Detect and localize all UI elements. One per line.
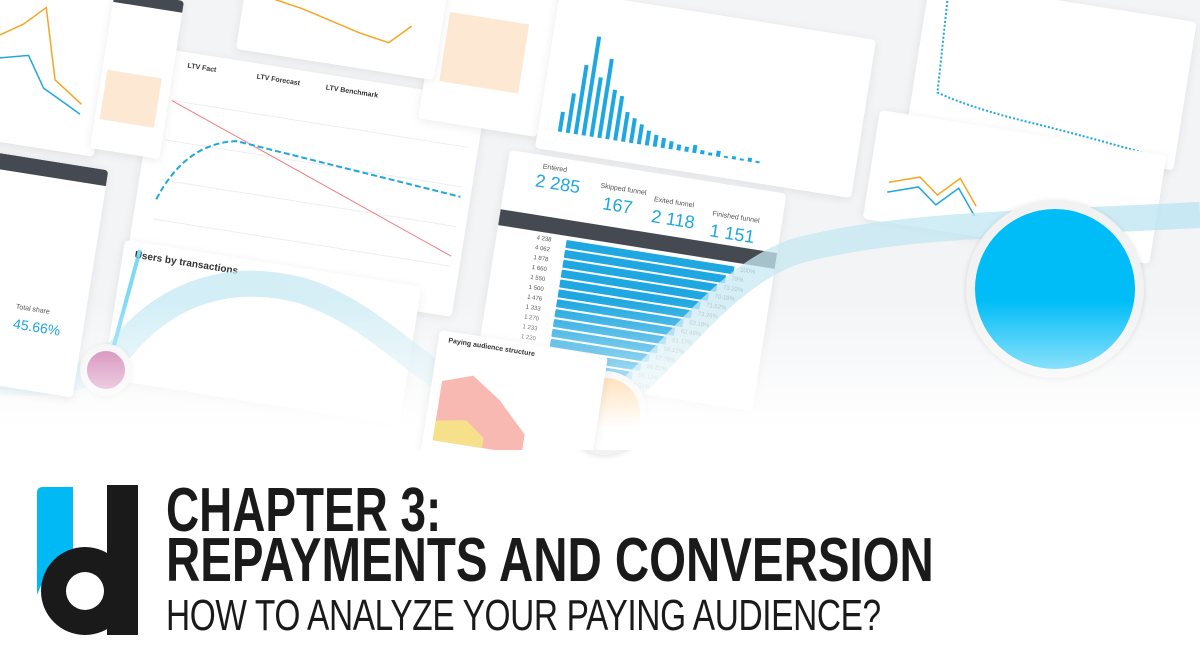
histogram <box>557 36 760 164</box>
histogram-bar <box>739 158 744 161</box>
histogram-bar <box>723 155 729 159</box>
histogram-bar <box>613 95 625 141</box>
histogram-bar <box>700 149 705 155</box>
ltv-chart-panel: LTV Fact LTV Forecast LTV Benchmark <box>125 48 486 317</box>
histogram-bar <box>715 150 721 158</box>
histogram-bar <box>644 130 652 146</box>
headline-line-2: REPAYMENTS AND CONVERSION <box>166 526 934 595</box>
histogram-bar <box>747 157 753 163</box>
ltv-line-chart <box>153 100 469 267</box>
headline-line-1: CHAPTER 3: <box>166 476 442 545</box>
histogram-bar <box>557 111 565 133</box>
histogram-bar <box>676 144 682 151</box>
histogram-bar <box>684 146 690 153</box>
histogram-bar <box>597 58 614 139</box>
histogram-bar <box>636 124 644 145</box>
histogram-bar <box>731 155 737 160</box>
devtodev-logo-icon <box>37 485 138 635</box>
histogram-bar <box>652 134 659 148</box>
total-value: 45.66% <box>12 315 62 339</box>
histogram-bar <box>692 144 698 154</box>
paying-audience-panel: Paying audience structure <box>418 330 608 450</box>
headline-subtitle: HOW TO ANALYZE YOUR PAYING AUDIENCE? <box>166 591 881 640</box>
histogram-bar <box>565 93 576 134</box>
decay-chart-panel <box>906 0 1197 171</box>
small-line-panel <box>0 0 119 157</box>
benchmark-line <box>171 100 452 257</box>
ltv-forecast-line <box>155 140 461 200</box>
histogram-bar <box>573 64 589 135</box>
histogram-panel <box>534 0 877 199</box>
mixed-line-panel <box>862 110 1167 265</box>
histogram-bar <box>755 160 760 164</box>
histogram-bar <box>660 137 667 149</box>
histogram-bar <box>668 141 674 150</box>
histogram-bar <box>581 36 602 136</box>
histogram-bar <box>605 89 618 140</box>
histogram-bar <box>628 117 637 144</box>
histogram-bar <box>621 111 630 143</box>
total-label: Total share <box>15 303 51 316</box>
histogram-bar <box>707 152 713 156</box>
orange-line-panel <box>235 0 448 81</box>
histogram-bar <box>589 77 603 138</box>
